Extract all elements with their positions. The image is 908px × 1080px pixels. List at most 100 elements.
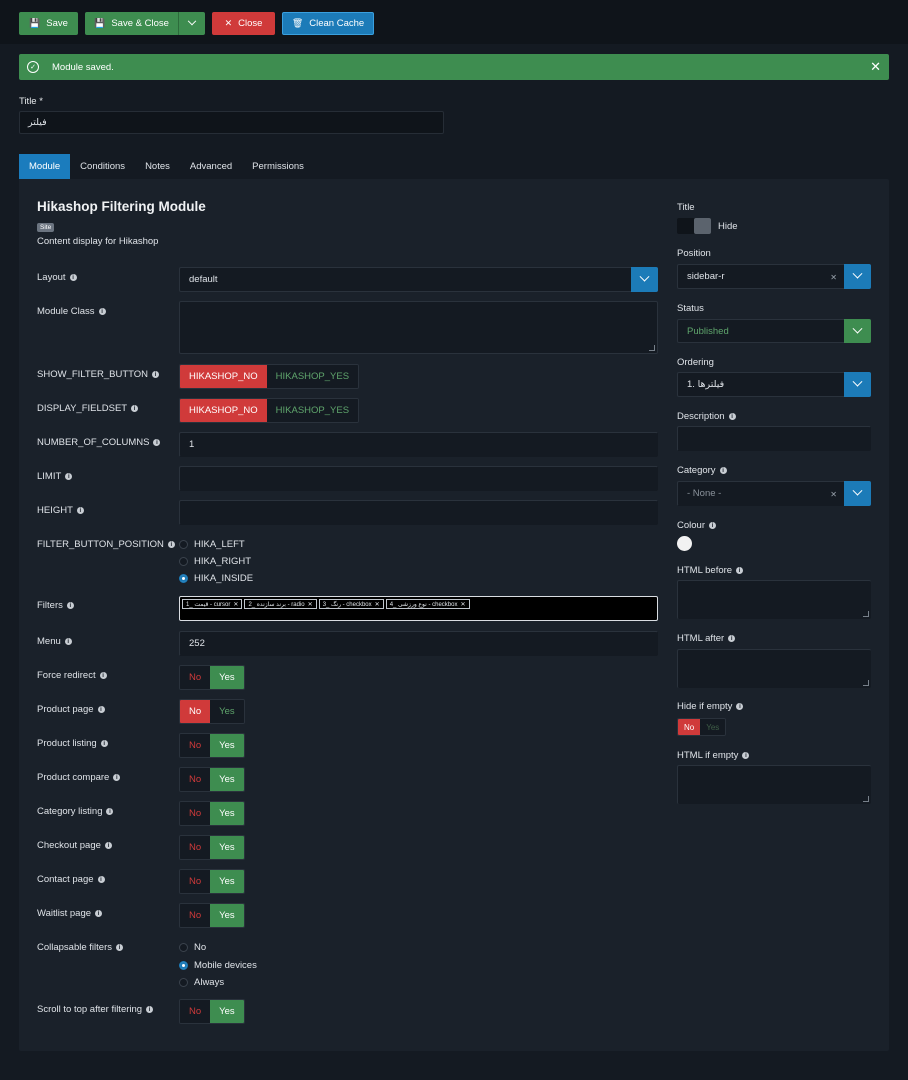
info-icon: i [106, 808, 114, 815]
resize-handle-icon[interactable] [863, 680, 869, 686]
waitlist-page-yes[interactable]: Yes [210, 904, 244, 927]
tab-notes[interactable]: Notes [145, 161, 170, 172]
trash-icon: 🗑 [291, 18, 304, 28]
product-page-no[interactable]: No [180, 700, 211, 723]
hide-if-empty-yes[interactable]: Yes [700, 719, 726, 735]
clean-cache-button[interactable]: 🗑 Clean Cache [282, 12, 374, 35]
product-compare-toggle: No Yes [179, 767, 245, 792]
product-listing-yes[interactable]: Yes [210, 734, 244, 757]
show-filter-button-no[interactable]: HIKASHOP_NO [180, 365, 267, 388]
category-listing-no[interactable]: No [180, 802, 211, 825]
radio-button[interactable] [179, 557, 188, 566]
product-compare-no[interactable]: No [180, 768, 211, 791]
filter-chip[interactable]: 2_ برند سازنده - radio ✕ [244, 599, 317, 609]
waitlist-page-no[interactable]: No [180, 904, 211, 927]
checkout-page-no[interactable]: No [180, 836, 211, 859]
filter-chip[interactable]: 4_ نوع ورزشی - checkbox ✕ [385, 599, 470, 609]
title-input[interactable]: فیلتر [19, 111, 444, 134]
tab-permissions[interactable]: Permissions [252, 161, 304, 172]
filter-button-position-label: FILTER_BUTTON_POSITION i [37, 539, 175, 550]
html-after-textarea[interactable] [677, 649, 871, 688]
description-input[interactable] [677, 426, 871, 451]
clear-icon[interactable]: ✕ [830, 273, 837, 282]
show-filter-button-yes[interactable]: HIKASHOP_YES [266, 365, 359, 388]
remove-icon[interactable]: ✕ [307, 601, 313, 608]
radio-collapsable-mobile[interactable]: Mobile devices [179, 960, 257, 971]
filter-chip[interactable]: 1_ قیمت - cursor ✕ [182, 599, 243, 609]
info-icon: i [115, 944, 123, 951]
radio-hika-right[interactable]: HIKA_RIGHT [179, 556, 251, 567]
resize-handle-icon[interactable] [863, 796, 869, 802]
number-of-columns-input[interactable]: 1 [179, 432, 658, 457]
force-redirect-no[interactable]: No [180, 666, 211, 689]
save-options-dropdown[interactable] [178, 12, 205, 35]
radio-collapsable-always[interactable]: Always [179, 977, 224, 988]
radio-button-selected[interactable] [179, 961, 188, 970]
tab-module[interactable]: Module [19, 154, 71, 179]
limit-input[interactable] [179, 466, 658, 491]
hide-if-empty-no[interactable]: No [678, 719, 701, 735]
radio-button-selected[interactable] [179, 574, 188, 583]
product-compare-label: Product compare i [37, 772, 121, 783]
close-icon[interactable]: ✕ [870, 59, 881, 74]
menu-input[interactable]: 252 [179, 631, 658, 656]
radio-button[interactable] [179, 540, 188, 549]
filter-chip[interactable]: 3_ رنگ - checkbox ✕ [318, 599, 384, 609]
layout-select[interactable]: default [179, 267, 658, 292]
radio-collapsable-no[interactable]: No [179, 942, 206, 953]
save-button[interactable]: 💾 Save [19, 12, 78, 35]
product-compare-yes[interactable]: Yes [210, 768, 244, 791]
html-before-textarea[interactable] [677, 580, 871, 619]
radio-button[interactable] [179, 978, 188, 987]
position-select[interactable]: sidebar-r ✕ [677, 264, 871, 289]
info-icon: i [98, 308, 106, 315]
contact-page-yes[interactable]: Yes [210, 870, 244, 893]
remove-icon[interactable]: ✕ [460, 601, 466, 608]
ordering-select[interactable]: 1. فیلترها [677, 372, 871, 397]
display-fieldset-no[interactable]: HIKASHOP_NO [180, 399, 267, 422]
radio-button[interactable] [179, 943, 188, 952]
filters-multiselect[interactable]: 1_ قیمت - cursor ✕ 2_ برند سازنده - radio… [179, 596, 658, 621]
radio-hika-left[interactable]: HIKA_LEFT [179, 539, 245, 550]
product-listing-no[interactable]: No [180, 734, 211, 757]
tab-bar: Module Conditions Notes Advanced Permiss… [19, 154, 314, 179]
status-select[interactable]: Published [677, 319, 871, 343]
contact-page-no[interactable]: No [180, 870, 211, 893]
layout-label: Layout i [37, 272, 77, 283]
colour-picker[interactable] [677, 536, 692, 551]
product-page-yes[interactable]: Yes [210, 700, 244, 723]
hide-title-switch[interactable] [677, 218, 711, 234]
category-listing-yes[interactable]: Yes [210, 802, 244, 825]
ordering-dropdown-button[interactable] [844, 372, 871, 397]
height-input[interactable] [179, 500, 658, 525]
remove-icon[interactable]: ✕ [374, 601, 380, 608]
remove-icon[interactable]: ✕ [233, 601, 239, 608]
html-if-empty-textarea[interactable] [677, 765, 871, 804]
force-redirect-yes[interactable]: Yes [210, 666, 244, 689]
resize-handle-icon[interactable] [863, 611, 869, 617]
display-fieldset-yes[interactable]: HIKASHOP_YES [266, 399, 359, 422]
save-close-button[interactable]: 💾 Save & Close [85, 12, 178, 35]
module-class-textarea[interactable] [179, 301, 658, 354]
checkout-page-yes[interactable]: Yes [210, 836, 244, 859]
position-dropdown-button[interactable] [844, 264, 871, 289]
status-dropdown-button[interactable] [844, 319, 871, 343]
checkout-page-toggle: No Yes [179, 835, 245, 860]
scroll-to-top-no[interactable]: No [180, 1000, 211, 1023]
clear-icon[interactable]: ✕ [830, 490, 837, 499]
info-icon: i [152, 371, 160, 378]
category-listing-toggle: No Yes [179, 801, 245, 826]
category-label: Category i [677, 465, 727, 476]
category-select[interactable]: - None - ✕ [677, 481, 871, 506]
check-circle-icon: ✓ [27, 61, 39, 73]
resize-handle-icon[interactable] [649, 345, 655, 351]
layout-dropdown-button[interactable] [631, 267, 658, 292]
tab-advanced[interactable]: Advanced [189, 161, 233, 172]
radio-hika-inside[interactable]: HIKA_INSIDE [179, 573, 253, 584]
sidebar-title-label: Title [677, 202, 695, 213]
scroll-to-top-yes[interactable]: Yes [210, 1000, 244, 1023]
info-icon: i [76, 507, 84, 514]
category-dropdown-button[interactable] [844, 481, 871, 506]
tab-conditions[interactable]: Conditions [80, 161, 126, 172]
close-button[interactable]: ✕ Close [212, 12, 275, 35]
